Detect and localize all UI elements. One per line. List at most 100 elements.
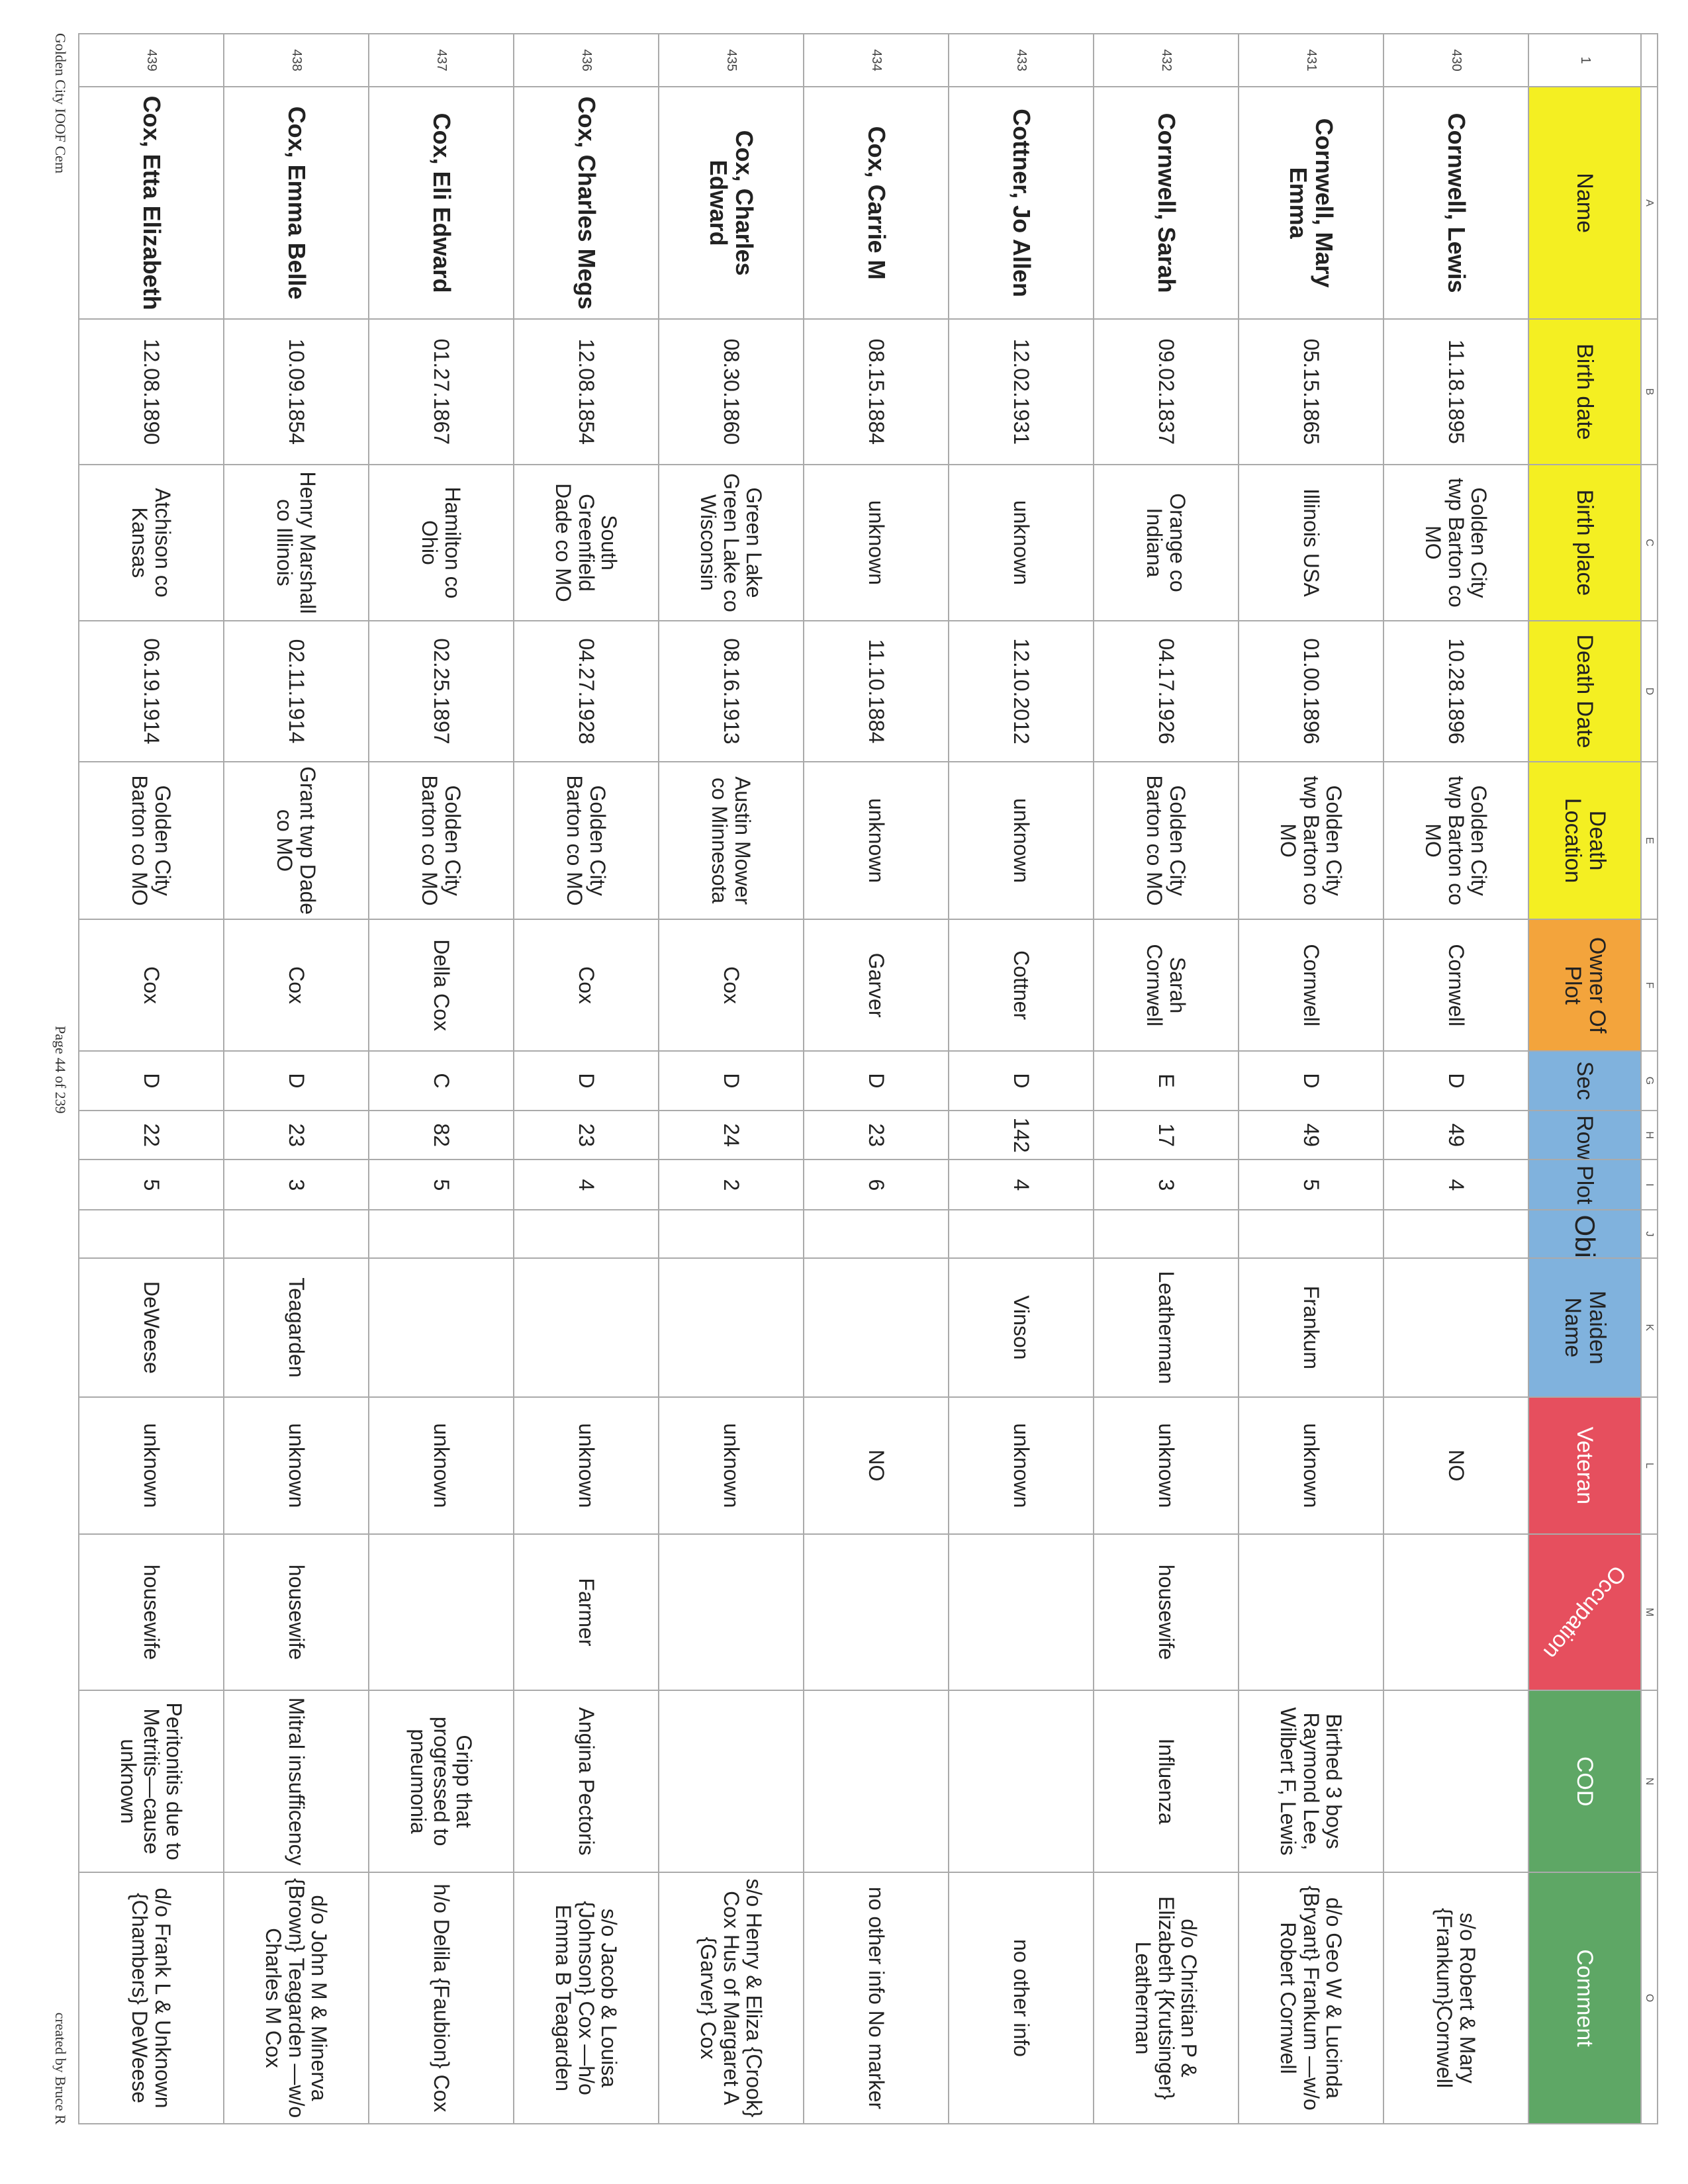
table-cell: 12.08.1890 xyxy=(79,319,224,465)
table-cell: 24 xyxy=(659,1111,804,1160)
table-cell: 12.10.2012 xyxy=(949,621,1094,762)
table-cell: DeWeese xyxy=(79,1257,224,1398)
table-cell: Cox, Etta Elizabeth xyxy=(79,87,224,320)
table-cell xyxy=(79,1210,224,1258)
table-row: 438 Cox, Emma Belle 10.09.1854 Henry Marsha… xyxy=(224,34,369,2124)
table-cell: D xyxy=(659,1050,804,1111)
table-cell: Cox, Eli Edward xyxy=(369,87,514,320)
column-header: Birth date xyxy=(1528,319,1641,465)
column-letter: I xyxy=(1641,1160,1658,1210)
column-letter: E xyxy=(1641,761,1658,920)
table-cell: Golden City twp Barton co MO xyxy=(1239,761,1383,920)
table-cell: Grant twp Dade co MO xyxy=(224,761,369,920)
table-cell xyxy=(949,1210,1094,1258)
table-cell: D xyxy=(514,1050,659,1111)
table-cell: Golden City twp Barton co MO xyxy=(1383,464,1528,621)
column-letter: N xyxy=(1641,1690,1658,1872)
table-cell xyxy=(1383,1533,1528,1691)
column-header: COD xyxy=(1528,1690,1641,1872)
table-cell xyxy=(804,1690,949,1872)
table-cell xyxy=(1383,1690,1528,1872)
table-cell: 04.17.1926 xyxy=(1094,621,1239,762)
row-number: 1 xyxy=(1528,34,1641,87)
table-cell: Cornwell, Sarah xyxy=(1094,87,1239,320)
table-cell: housewife xyxy=(224,1533,369,1691)
table-cell: D xyxy=(79,1050,224,1111)
table-cell xyxy=(659,1210,804,1258)
table-cell: 4 xyxy=(949,1160,1094,1210)
table-cell: Cornwell, Lewis xyxy=(1383,87,1528,320)
table-cell: d/o Geo W & Lucinda {Bryant} Frankum —w/… xyxy=(1239,1872,1383,2124)
table-cell xyxy=(369,1533,514,1691)
table-cell: unknown xyxy=(659,1397,804,1534)
table-cell: 5 xyxy=(1239,1160,1383,1210)
table-cell: Farmer xyxy=(514,1533,659,1691)
table-cell: Golden City Barton co MO xyxy=(1094,761,1239,920)
table-cell xyxy=(1383,1210,1528,1258)
table-cell: Influenza xyxy=(1094,1690,1239,1872)
table-cell: 49 xyxy=(1383,1111,1528,1160)
table-cell xyxy=(659,1257,804,1398)
table-cell: NO xyxy=(804,1397,949,1534)
column-letter: D xyxy=(1641,621,1658,762)
table-cell: unknown xyxy=(1094,1397,1239,1534)
column-header: Obit xyxy=(1528,1210,1641,1258)
table-cell: unknown xyxy=(949,1397,1094,1534)
table-cell: Peritonitis due to Metritis—cause unknow… xyxy=(79,1690,224,1872)
table-cell: Austin Mower co Minnesota xyxy=(659,761,804,920)
page-footer: Golden City IOOF Cem Page 44 of 239 crea… xyxy=(38,33,78,2124)
column-letter: A xyxy=(1641,87,1658,320)
table-cell: Golden City twp Barton co MO xyxy=(1383,761,1528,920)
table-cell: 08.30.1860 xyxy=(659,319,804,465)
table-cell: unknown xyxy=(804,464,949,621)
table-cell: 11.18.1895 xyxy=(1383,319,1528,465)
column-header-label: COD xyxy=(1572,1756,1598,1807)
table-row: 435 Cox, Charles Edward 08.30.1860 Green La… xyxy=(659,34,804,2124)
column-letter: M xyxy=(1641,1533,1658,1691)
table-cell: 5 xyxy=(79,1160,224,1210)
table-cell: Cox xyxy=(224,919,369,1051)
header-row: 1 Name Birth date Birth place Death Date Deat… xyxy=(1528,34,1641,2124)
table-cell xyxy=(949,1533,1094,1691)
column-letter: C xyxy=(1641,464,1658,621)
table-cell xyxy=(224,1210,369,1258)
table-cell: 23 xyxy=(514,1111,659,1160)
row-number: 431 xyxy=(1239,34,1383,87)
table-cell: Cox xyxy=(514,919,659,1051)
table-cell xyxy=(1239,1533,1383,1691)
table-cell: D xyxy=(804,1050,949,1111)
table-cell: Golden City Barton co MO xyxy=(514,761,659,920)
column-header: Occupation xyxy=(1528,1533,1641,1691)
table-cell: 08.15.1884 xyxy=(804,319,949,465)
table-cell: 22 xyxy=(79,1111,224,1160)
footer-author: created by Bruce R xyxy=(52,2012,69,2124)
column-header: Maiden Name xyxy=(1528,1257,1641,1398)
table-cell: 10.28.1896 xyxy=(1383,621,1528,762)
table-cell: Cox, Charles Edward xyxy=(659,87,804,320)
table-cell: Leatherman xyxy=(1094,1257,1239,1398)
column-header: Plot xyxy=(1528,1160,1641,1210)
table-cell: 10.09.1854 xyxy=(224,319,369,465)
table-cell: 06.19.1914 xyxy=(79,621,224,762)
table-cell xyxy=(659,1690,804,1872)
table-row: 437 Cox, Eli Edward 01.27.1867 Hamilton co … xyxy=(369,34,514,2124)
column-header: Veteran xyxy=(1528,1397,1641,1534)
table-row: 431 Cornwell, Mary Emma 05.15.1865 Illinois… xyxy=(1239,34,1383,2124)
table-cell: E xyxy=(1094,1050,1239,1111)
table-cell: NO xyxy=(1383,1397,1528,1534)
table-cell: D xyxy=(224,1050,369,1111)
table-cell: Atchison co Kansas xyxy=(79,464,224,621)
table-cell: 5 xyxy=(369,1160,514,1210)
table-cell xyxy=(1383,1257,1528,1398)
table-cell: 6 xyxy=(804,1160,949,1210)
table-cell: s/o Henry & Eliza {Crook} Cox Hus of Mar… xyxy=(659,1872,804,2124)
column-letter: J xyxy=(1641,1210,1658,1258)
column-header-label: Row xyxy=(1572,1115,1598,1160)
table-cell: s/o Jacob & Louisa {Johnson} Cox —h/o Em… xyxy=(514,1872,659,2124)
column-header: Death Date xyxy=(1528,621,1641,762)
table-cell: Mitral insufficency xyxy=(224,1690,369,1872)
table-cell: 3 xyxy=(1094,1160,1239,1210)
table-cell: Vinson xyxy=(949,1257,1094,1398)
table-cell: Birthed 3 boys Raymond Lee, Wilbert F, L… xyxy=(1239,1690,1383,1872)
